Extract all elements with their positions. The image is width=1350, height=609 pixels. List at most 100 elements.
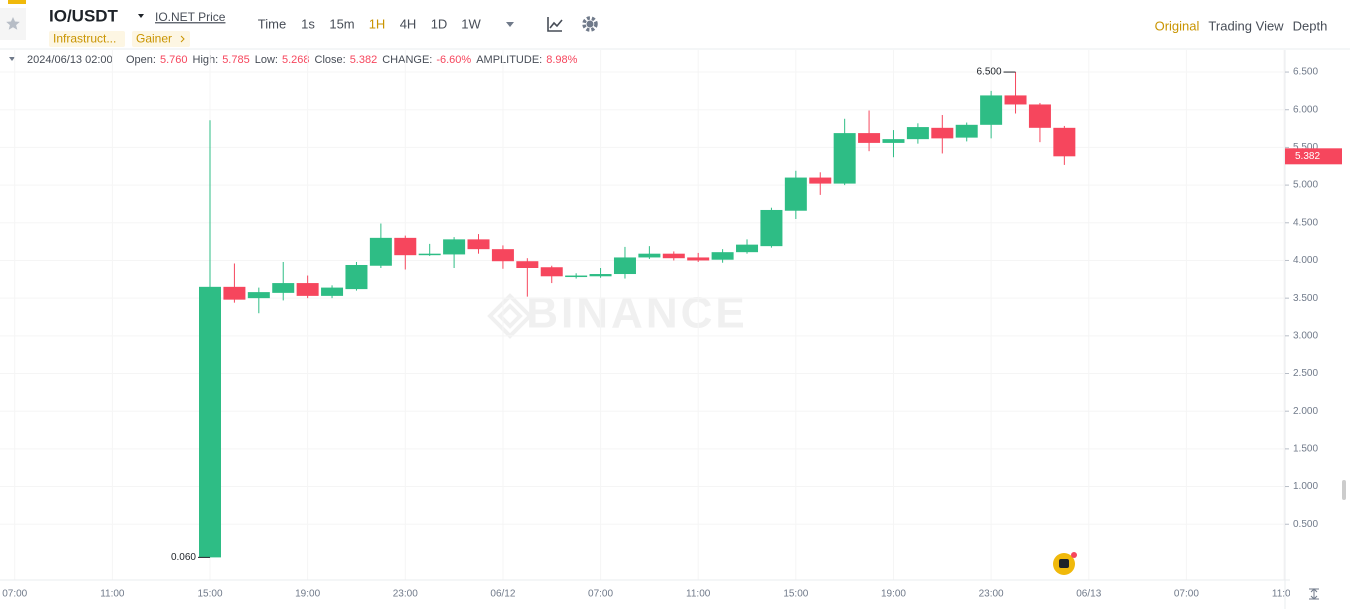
badge	[8, 0, 26, 4]
interval[interactable]: 1H	[369, 16, 386, 31]
tag[interactable]: Infrastruct...	[53, 32, 116, 46]
floating-icon	[1059, 559, 1069, 568]
info-label: High:	[193, 54, 219, 66]
candle-body	[809, 177, 832, 184]
tag-bg[interactable]	[49, 31, 125, 47]
candle-body	[955, 124, 978, 138]
candle-body	[491, 249, 514, 262]
candle-body	[369, 237, 392, 266]
x-tick-label: 11:00	[100, 589, 125, 600]
x-tick-label: 15:00	[197, 589, 222, 600]
y-tick-label: 2.000	[1293, 406, 1318, 417]
candle-body	[516, 261, 539, 268]
settings-icon[interactable]	[582, 16, 598, 32]
candle-body	[589, 274, 612, 277]
candle-body	[760, 209, 783, 247]
interval[interactable]: Time	[258, 16, 286, 31]
x-tick-label: 19:00	[295, 589, 320, 600]
x-tick-label: 06/12	[490, 589, 515, 600]
price-link[interactable]: IO.NET Price	[155, 10, 226, 24]
info-value: -6.60%	[436, 54, 471, 66]
info-label: Low:	[255, 54, 278, 66]
candle-body	[565, 275, 588, 278]
info-value: 5.760	[160, 54, 188, 66]
info-value: 5.382	[350, 54, 378, 66]
candle-body	[906, 127, 929, 140]
info-value: 5.268	[282, 54, 310, 66]
y-tick-label: 0.500	[1293, 519, 1318, 530]
candle-body	[687, 257, 710, 261]
candle-body	[345, 264, 368, 290]
interval[interactable]: 1D	[431, 16, 448, 31]
view-tab[interactable]: Depth	[1293, 18, 1328, 33]
view-tab[interactable]: Original	[1155, 18, 1200, 33]
candle-body	[394, 237, 417, 256]
tag[interactable]: Gainer	[136, 32, 172, 46]
candle-body	[223, 286, 246, 300]
star-icon	[6, 17, 20, 30]
y-tick-label: 1.000	[1293, 481, 1318, 492]
interval[interactable]: 15m	[329, 16, 354, 31]
last-price-tag	[1285, 148, 1342, 165]
info-value: 8.98%	[546, 54, 577, 66]
y-tick-label: 3.500	[1293, 293, 1318, 304]
candle-body	[931, 127, 954, 139]
candle-body	[784, 177, 807, 211]
x-tick-label: 11:00	[1272, 589, 1297, 600]
y-tick-label: 6.500	[1293, 67, 1318, 78]
candle-body	[858, 133, 881, 143]
x-tick-label: 11:00	[686, 589, 711, 600]
interval[interactable]: 1W	[461, 16, 481, 31]
candle-body	[833, 133, 856, 184]
candle-body	[662, 253, 685, 259]
x-tick-label: 07:00	[588, 589, 613, 600]
candle-body	[247, 292, 270, 299]
x-tick-label: 06/13	[1076, 589, 1101, 600]
indicator-icon[interactable]	[547, 17, 563, 32]
candle-body	[980, 95, 1003, 125]
y-tick-label: 6.000	[1293, 104, 1318, 115]
tag-arrow	[180, 35, 185, 43]
candle-body	[613, 257, 636, 275]
x-tick-label: 23:00	[393, 589, 418, 600]
x-tick-label: 23:00	[979, 589, 1004, 600]
info-label: Open:	[126, 54, 156, 66]
candle-body	[443, 239, 466, 255]
candle-body	[1053, 127, 1076, 157]
candle-body	[199, 286, 221, 558]
fit-icon[interactable]	[1309, 588, 1319, 600]
scrollbar[interactable]	[1342, 480, 1346, 500]
candle-body	[638, 253, 661, 258]
interval[interactable]: 4H	[400, 16, 417, 31]
x-tick-label: 07:00	[2, 589, 27, 600]
settings-icon-core	[586, 20, 594, 28]
candle-body	[467, 239, 490, 250]
y-tick-label: 1.500	[1293, 444, 1318, 455]
y-tick-label: 4.000	[1293, 255, 1318, 266]
tag-bg[interactable]	[132, 31, 190, 47]
notification-dot	[1071, 552, 1077, 558]
x-tick-label: 15:00	[783, 589, 808, 600]
y-axis-panel	[1290, 50, 1350, 609]
candle-body	[1004, 95, 1027, 105]
y-tick-label: 5.500	[1293, 142, 1318, 153]
candle-body	[736, 244, 759, 253]
view-tab[interactable]: Trading View	[1208, 18, 1284, 33]
y-tick-label: 2.500	[1293, 368, 1318, 379]
dropdown-icon[interactable]	[138, 14, 144, 18]
watermark: BINANCE	[526, 289, 747, 338]
interval[interactable]: 1s	[301, 16, 315, 31]
more-intervals[interactable]	[506, 22, 514, 27]
candle-body	[272, 283, 295, 293]
info-date: 2024/06/13 02:00	[27, 54, 113, 66]
candle-body	[296, 283, 319, 296]
y-tick-label: 4.500	[1293, 217, 1318, 228]
candle-body	[540, 267, 563, 277]
info-toggle[interactable]	[9, 57, 15, 61]
info-value: 5.785	[222, 54, 250, 66]
candle-body	[321, 287, 344, 296]
pair-title: IO/USDT	[49, 6, 119, 25]
